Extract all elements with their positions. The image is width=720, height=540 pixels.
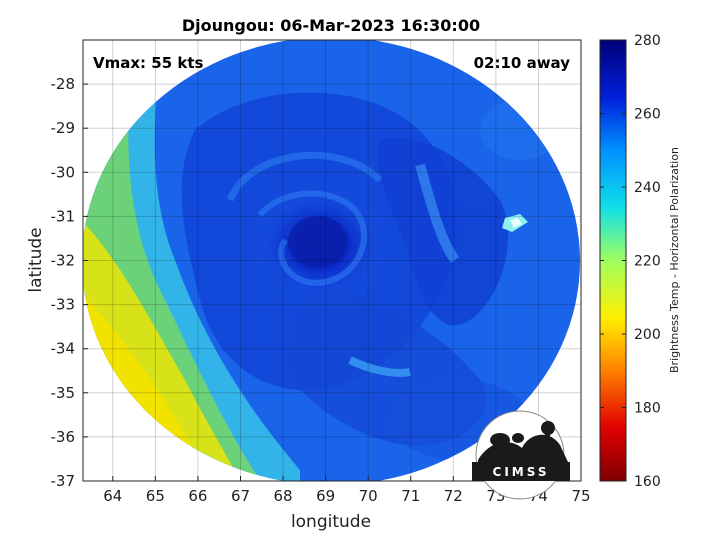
colorbar-tick-label: 240 (634, 180, 661, 196)
cimss-logo-text: CIMSS (493, 465, 550, 479)
y-tick-label: -36 (51, 428, 76, 446)
x-tick-label: 66 (188, 487, 207, 505)
colorbar-tick-label: 280 (634, 33, 661, 49)
colorbar-label: Brightness Temp - Horizontal Polarizatio… (668, 147, 681, 373)
colorbar-tick-label: 200 (634, 327, 661, 343)
colorbar-tick-label: 260 (634, 107, 661, 123)
y-axis-ticks: -28 -29 -30 -31 -32 -33 -34 -35 -36 -37 (51, 75, 88, 490)
y-tick-label: -34 (51, 340, 76, 358)
y-tick-label: -28 (51, 75, 76, 93)
swath-image (83, 40, 580, 481)
colorbar-tick-label: 180 (634, 401, 661, 417)
x-tick-label: 67 (231, 487, 250, 505)
y-tick-label: -37 (51, 472, 76, 490)
colorbar-ticks: 160 180 200 220 240 260 280 (600, 33, 661, 490)
colorbar-tick-label: 160 (634, 474, 661, 490)
y-tick-label: -33 (51, 296, 76, 314)
y-tick-label: -31 (51, 207, 76, 225)
y-tick-label: -29 (51, 119, 76, 137)
x-tick-label: 71 (401, 487, 420, 505)
y-tick-label: -32 (51, 252, 76, 270)
y-tick-label: -30 (51, 163, 76, 181)
x-axis-label: longitude (291, 512, 371, 532)
vmax-annotation: Vmax: 55 kts (93, 54, 203, 72)
x-tick-label: 64 (103, 487, 122, 505)
chart-title: Djoungou: 06-Mar-2023 16:30:00 (182, 16, 480, 35)
y-tick-label: -35 (51, 384, 76, 402)
time-away-annotation: 02:10 away (474, 54, 571, 72)
cimss-logo: CIMSS (472, 410, 570, 500)
y-axis-label: latitude (26, 227, 46, 292)
x-tick-label: 75 (571, 487, 590, 505)
x-axis-ticks: 64 65 66 67 68 69 70 71 72 73 74 75 (103, 476, 591, 505)
colorbar-tick-label: 220 (634, 254, 661, 270)
x-tick-label: 70 (359, 487, 378, 505)
x-tick-label: 65 (146, 487, 165, 505)
x-tick-label: 69 (316, 487, 335, 505)
x-tick-label: 68 (274, 487, 293, 505)
x-tick-label: 72 (444, 487, 463, 505)
